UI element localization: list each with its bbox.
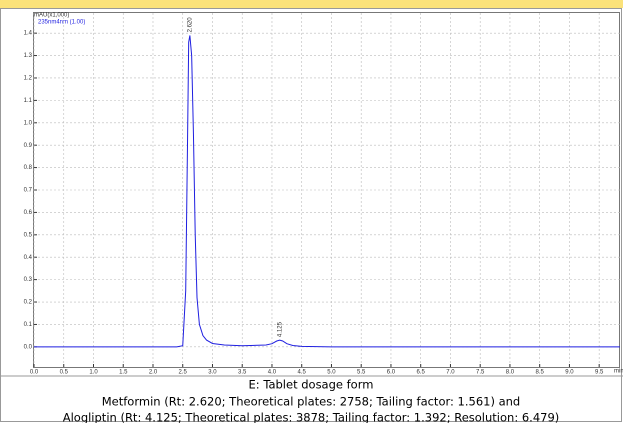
- y-tick-label: 0.4: [24, 255, 33, 261]
- y-tick-label: 0.9: [24, 143, 33, 149]
- x-tick-label: 1.5: [119, 370, 128, 376]
- y-tick-label: 0.1: [24, 322, 33, 328]
- x-tick-label: 5.0: [327, 370, 336, 376]
- y-tick-label: 1.3: [24, 53, 33, 59]
- y-tick-label: 1.0: [24, 120, 33, 126]
- y-tick-label: 0.8: [24, 165, 33, 171]
- caption-line: Alogliptin (Rt: 4.125; Theoretical plate…: [63, 411, 560, 423]
- legend-entry: 235nm4nm (1.00): [38, 20, 85, 26]
- x-tick-label: 3.5: [238, 370, 247, 376]
- y-tick-label: 0.3: [24, 277, 33, 283]
- x-tick-label: 2.0: [149, 370, 158, 376]
- x-tick-label: 8.5: [536, 370, 545, 376]
- x-unit: min: [614, 369, 623, 375]
- top-strip: [0, 0, 623, 8]
- x-tick-label: 4.0: [268, 370, 277, 376]
- x-tick-label: 0.5: [60, 370, 69, 376]
- y-tick-label: 0.5: [24, 232, 33, 238]
- x-tick-label: 9.5: [595, 370, 604, 376]
- frame: [0, 8, 622, 422]
- x-tick-label: 7.0: [446, 370, 455, 376]
- y-tick-label: 0.6: [24, 210, 33, 216]
- y-tick-label: 0.0: [24, 344, 33, 350]
- y-axis-label: mAU(x1,000): [34, 13, 69, 19]
- x-tick-label: 4.5: [298, 370, 307, 376]
- x-tick-label: 6.0: [387, 370, 396, 376]
- peak-label: 2.620: [187, 17, 193, 33]
- x-tick-label: 3.0: [208, 370, 217, 376]
- y-tick-label: 1.4: [24, 31, 33, 37]
- y-tick-label: 1.1: [24, 98, 33, 104]
- x-tick-label: 6.5: [417, 370, 426, 376]
- x-tick-label: 7.5: [476, 370, 485, 376]
- x-tick-label: 0.0: [30, 370, 39, 376]
- y-tick-label: 0.2: [24, 300, 33, 306]
- x-tick-label: 9.0: [565, 370, 574, 376]
- peak-label: 4.125: [277, 321, 283, 337]
- x-tick-label: 2.5: [179, 370, 188, 376]
- y-tick-label: 0.7: [24, 188, 33, 194]
- x-tick-label: 1.0: [89, 370, 98, 376]
- y-tick-label: 1.2: [24, 76, 33, 82]
- caption-line: Metformin (Rt: 2.620; Theoretical plates…: [102, 395, 521, 409]
- x-tick-label: 8.0: [506, 370, 515, 376]
- caption-title: E: Tablet dosage form: [249, 378, 374, 392]
- chromatogram-line: [34, 35, 620, 348]
- x-tick-label: 5.5: [357, 370, 366, 376]
